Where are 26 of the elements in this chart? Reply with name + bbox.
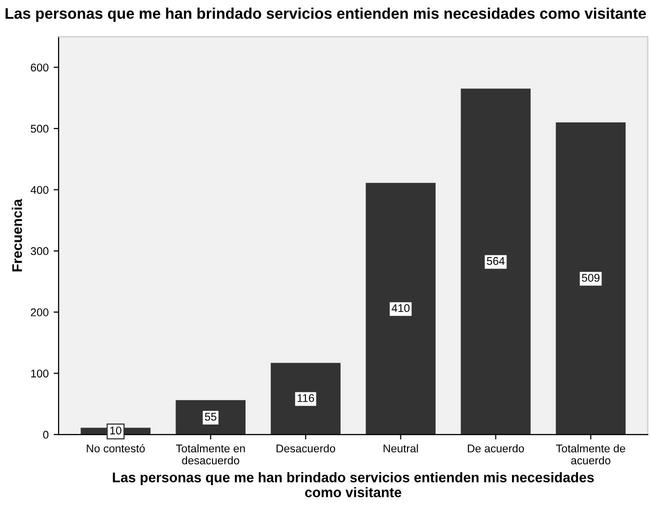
data-label: 55 <box>204 412 216 421</box>
y-tick-label: 0 <box>43 430 48 439</box>
x-tick-label: De acuerdo <box>468 444 524 452</box>
y-tick-label: 400 <box>30 186 48 194</box>
y-tick-label: 300 <box>30 247 48 256</box>
x-tick-label: Neutral <box>384 444 418 452</box>
data-label: 116 <box>298 394 314 402</box>
data-label: 10 <box>110 426 122 434</box>
bar <box>270 362 341 435</box>
y-tick-label: 500 <box>30 124 48 133</box>
y-tick-label: 600 <box>30 64 48 72</box>
y-tick-label: 200 <box>30 308 48 316</box>
bar <box>460 88 531 435</box>
x-axis-title: Las personas que me han brindado servicios entienden mis necesidades como visitante <box>112 472 594 498</box>
data-label: 410 <box>392 304 410 312</box>
data-label: 509 <box>582 274 600 282</box>
x-tick-label: Totalmente en desacuerdo <box>176 444 245 464</box>
bar <box>556 122 626 435</box>
data-label: 564 <box>486 257 505 265</box>
chart-title: Las personas que me han brindado servicios entienden mis necesidades como visitante <box>6 8 646 22</box>
x-tick-label: Totalmente de acuerdo <box>556 444 626 464</box>
x-tick-label: No contestó <box>86 444 145 452</box>
bar <box>366 182 436 435</box>
x-tick-label: Desacuerdo <box>276 444 336 452</box>
y-tick-label: 100 <box>31 370 48 378</box>
y-axis-title: Frecuencia <box>12 198 22 272</box>
